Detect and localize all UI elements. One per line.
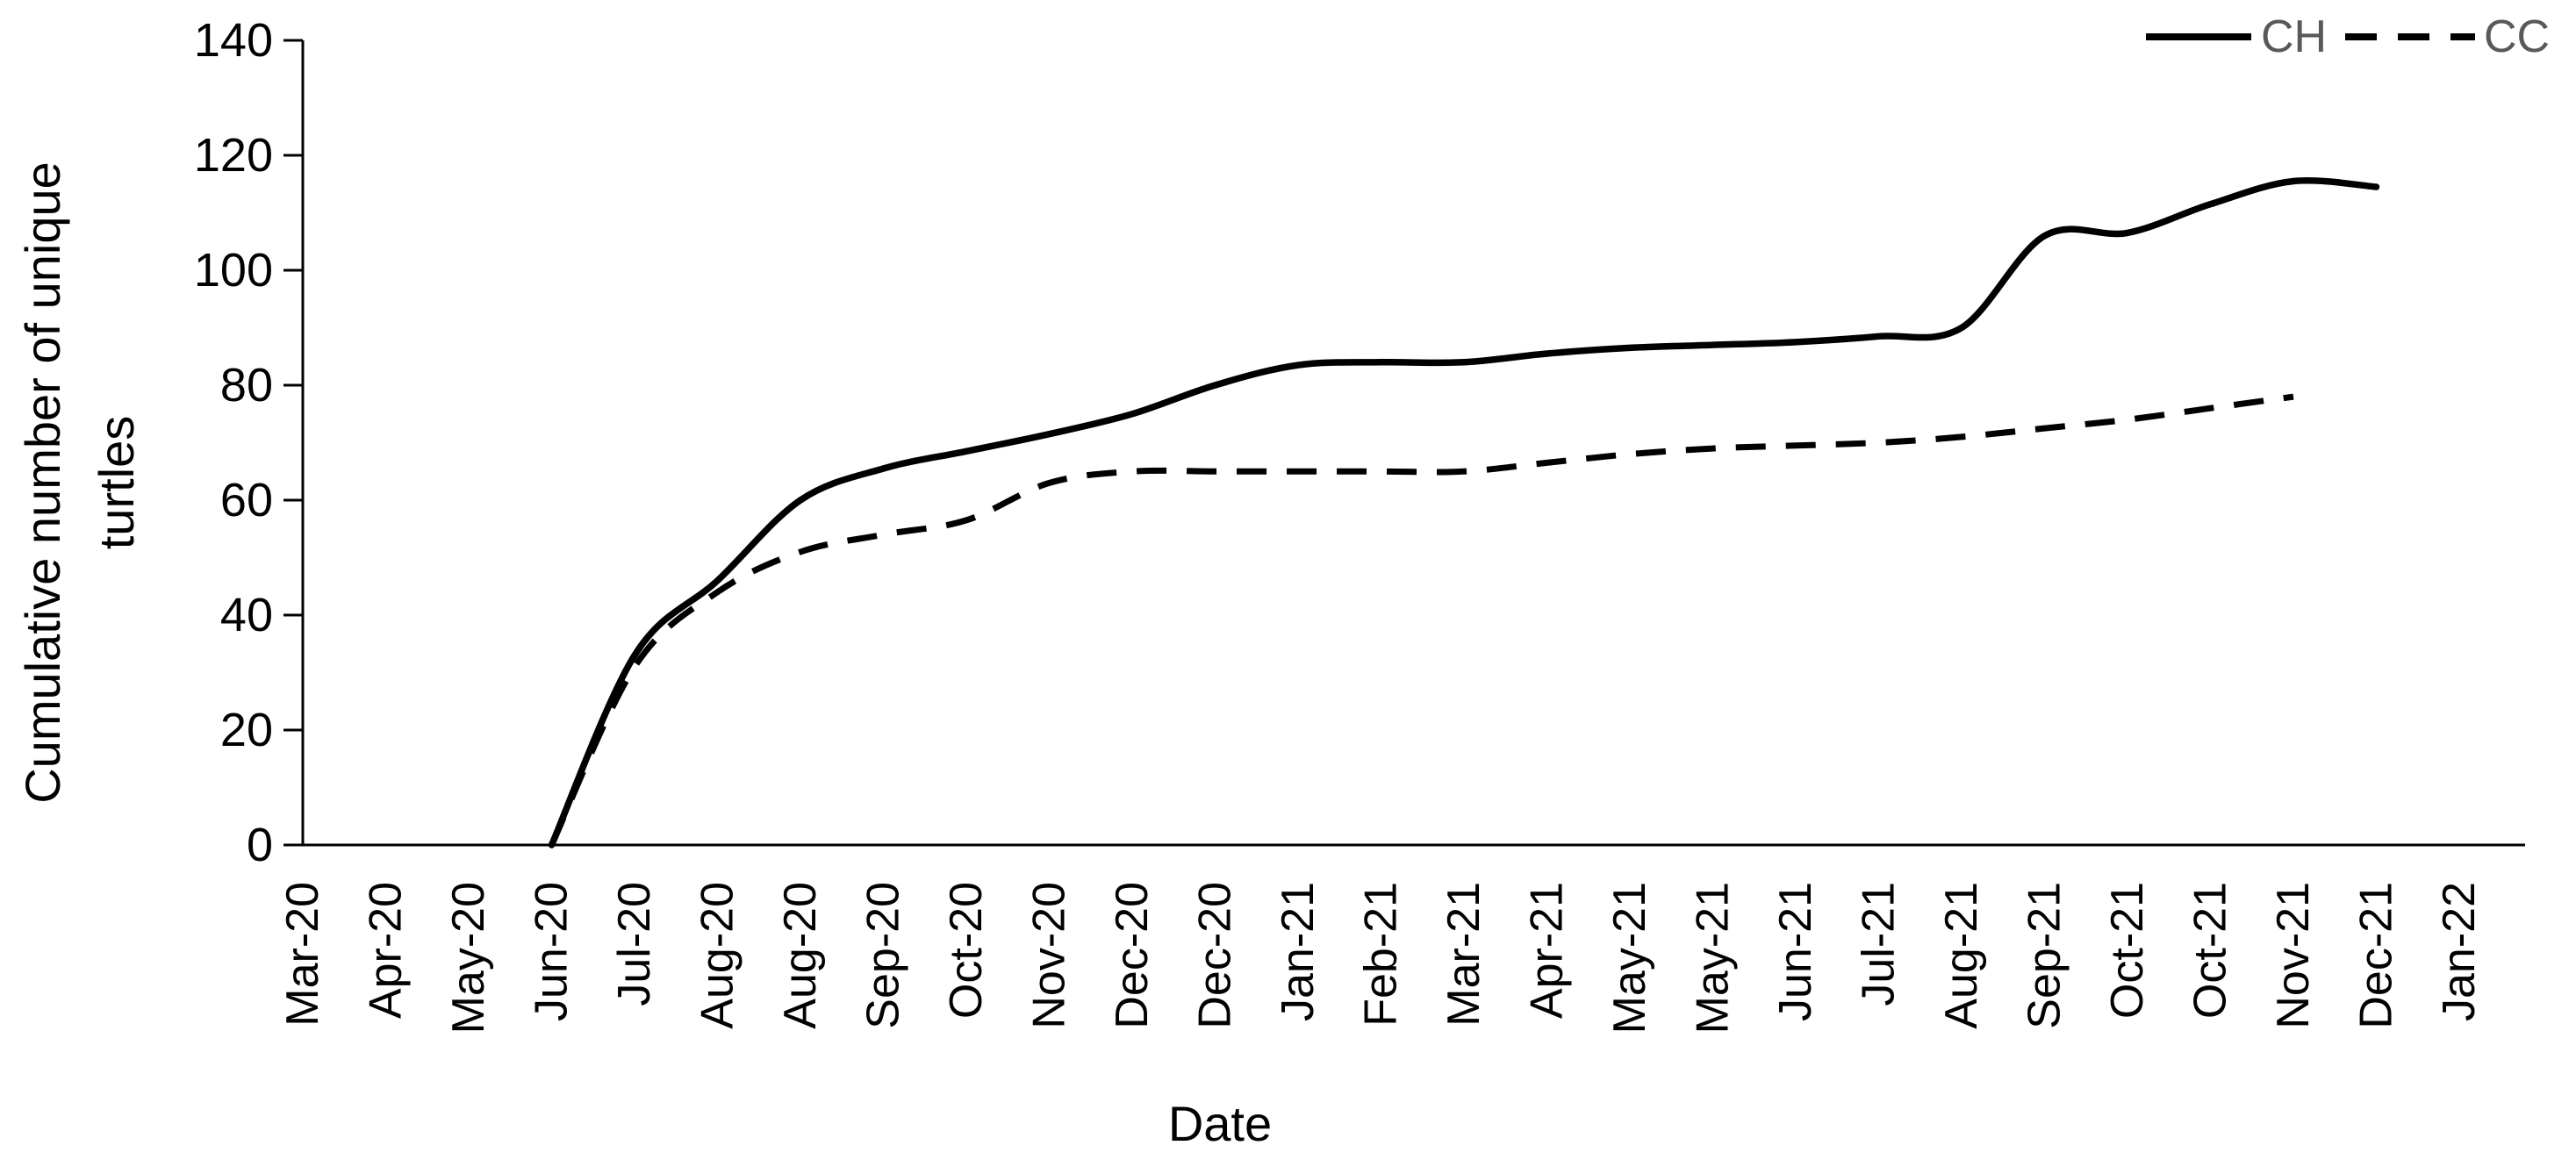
x-tick-label: May-21 (1688, 882, 1739, 1034)
x-tick-label: Aug-20 (775, 882, 826, 1029)
y-tick-label: 80 (220, 359, 273, 412)
y-tick-label: 140 (194, 14, 273, 67)
x-tick-label: Mar-21 (1439, 882, 1489, 1027)
legend-cc-label: CC (2484, 11, 2550, 62)
y-tick-label: 100 (194, 244, 273, 297)
x-tick-label: Oct-21 (2102, 882, 2153, 1019)
y-axis-title-line2: turtles (89, 416, 144, 550)
x-tick-label: Jul-20 (609, 882, 660, 1006)
x-tick-label: Oct-21 (2185, 882, 2236, 1019)
y-axis: 0 20 40 60 80 100 120 140 (194, 14, 305, 871)
x-tick-label: Jan-21 (1273, 882, 1324, 1021)
series-layer (548, 177, 2380, 848)
x-tick-label: Jul-21 (1854, 882, 1905, 1006)
x-tick-label: Nov-21 (2268, 882, 2319, 1029)
y-tick-label: 40 (220, 589, 273, 641)
legend: CH CC (2146, 11, 2550, 62)
x-tick-label: Apr-20 (361, 882, 412, 1019)
x-axis-title: Date (1168, 1096, 1272, 1151)
ch-series-line (548, 177, 2380, 848)
x-tick-label: Jan-22 (2434, 882, 2485, 1021)
x-tick-label: Mar-20 (277, 882, 328, 1027)
x-tick-label: Jun-21 (1770, 882, 1821, 1021)
cc-series-line (549, 393, 2294, 847)
x-tick-label: Aug-21 (1936, 882, 1987, 1029)
x-tick-label: May-21 (1604, 882, 1655, 1034)
y-tick-label: 20 (220, 704, 273, 756)
y-tick-label: 60 (220, 474, 273, 526)
x-tick-label: Feb-21 (1356, 882, 1407, 1027)
x-tick-label: Sep-21 (2020, 882, 2070, 1029)
x-tick-label: Aug-20 (692, 882, 743, 1029)
x-axis: Mar-20 Apr-20 May-20 Jun-20 Jul-20 Aug-20 Aug-… (277, 843, 2525, 1034)
y-tick-label: 0 (247, 819, 273, 871)
x-tick-label: Oct-20 (941, 882, 992, 1019)
x-tick-label: Apr-21 (1522, 882, 1573, 1019)
x-tick-label: Sep-20 (858, 882, 909, 1029)
y-tick-label: 120 (194, 129, 273, 182)
x-tick-label: Nov-20 (1024, 882, 1075, 1029)
x-tick-label: Dec-20 (1107, 882, 1158, 1029)
x-tick-label: May-20 (443, 882, 494, 1034)
x-tick-label: Jun-20 (527, 882, 578, 1021)
x-tick-label: Dec-20 (1190, 882, 1241, 1029)
x-tick-label: Dec-21 (2351, 882, 2402, 1029)
y-axis-title-line1: Cumulative number of unique (15, 161, 70, 804)
legend-ch-label: CH (2261, 11, 2327, 62)
